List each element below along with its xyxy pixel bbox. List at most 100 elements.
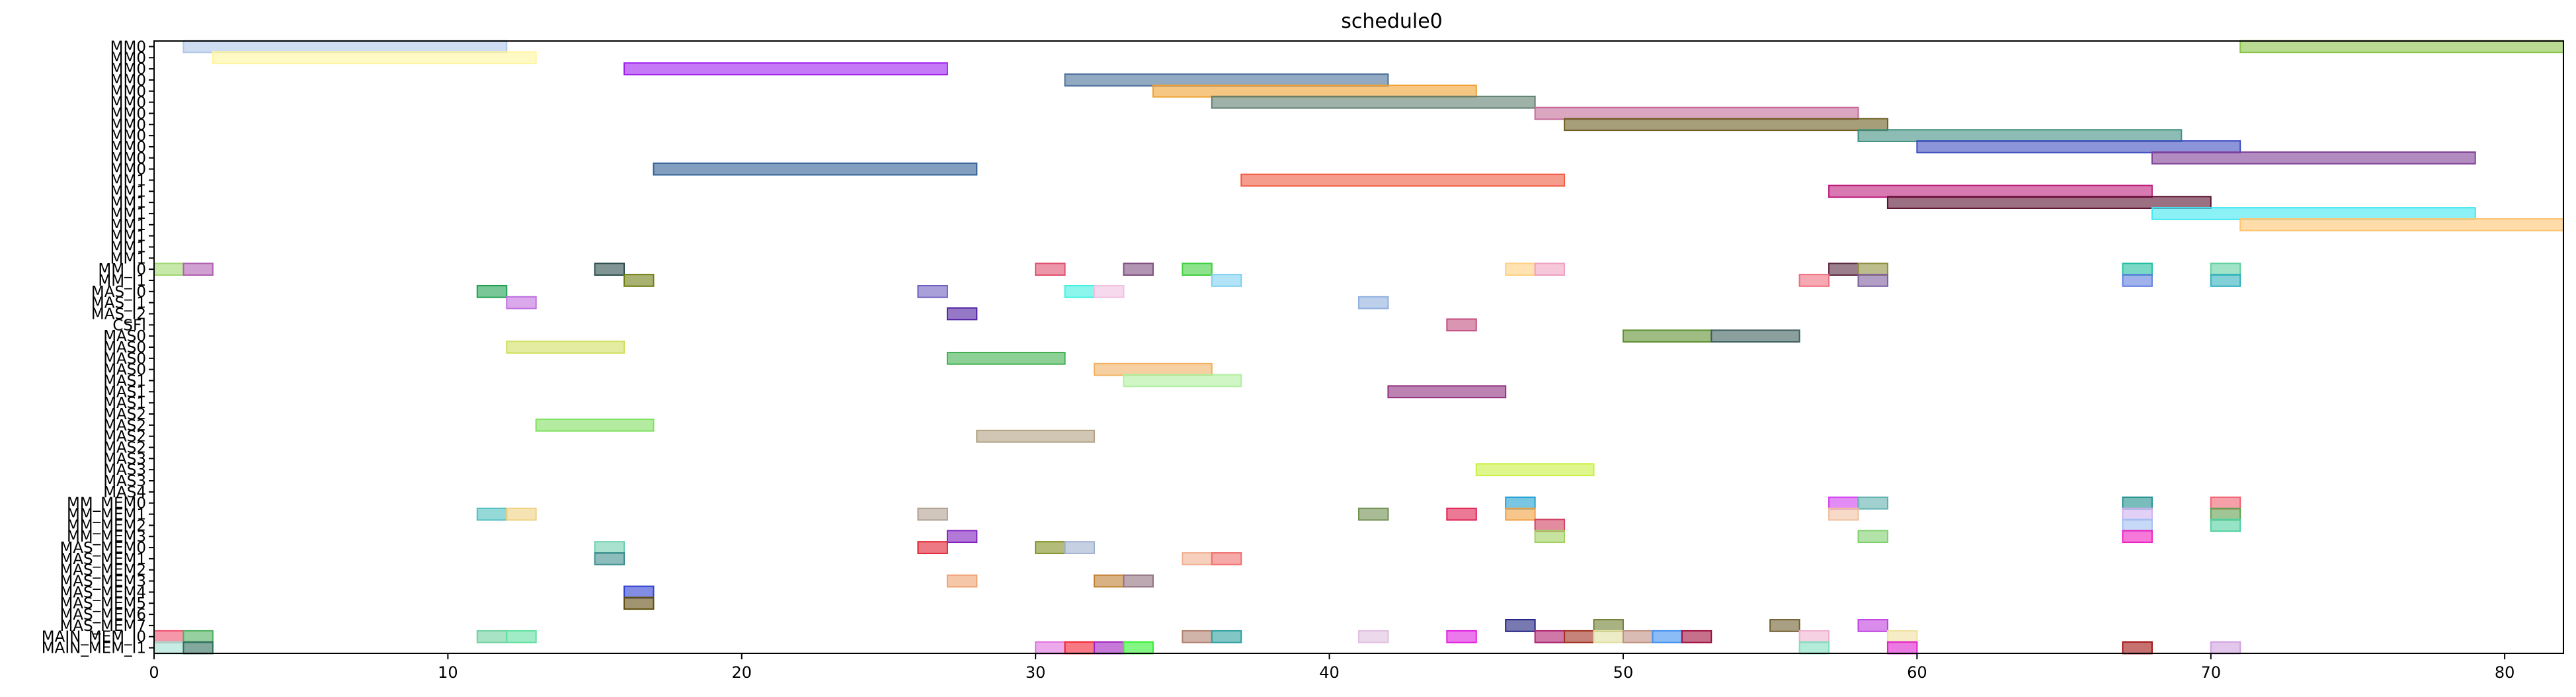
schedule-bar: [1182, 263, 1213, 276]
schedule-bar: [153, 630, 184, 643]
schedule-bar: [2239, 218, 2564, 231]
schedule-bar: [1094, 574, 1125, 588]
schedule-bar: [1240, 173, 1566, 187]
schedule-bar: [476, 630, 508, 643]
schedule-bar: [624, 585, 655, 599]
x-tick-label: 50: [1613, 663, 1634, 682]
y-tick-label: MM1: [110, 194, 146, 212]
schedule-bar: [1534, 263, 1566, 276]
schedule-bar: [1123, 263, 1154, 276]
schedule-bar: [946, 574, 978, 588]
schedule-bar: [1593, 619, 1624, 632]
schedule-bar: [1035, 263, 1066, 276]
y-tick-label: MM0: [110, 61, 146, 78]
y-tick-label: MAS2: [103, 429, 146, 446]
schedule-bar: [917, 507, 948, 521]
schedule-bar: [2151, 207, 2476, 220]
schedule-bar: [182, 263, 214, 276]
schedule-bar: [2210, 507, 2241, 521]
x-tick-label: 0: [149, 663, 159, 682]
y-tick-label: MM0: [110, 72, 146, 89]
schedule-bar: [624, 596, 655, 610]
schedule-bar: [1857, 274, 1888, 287]
schedule-bar: [946, 530, 978, 544]
schedule-bar: [2122, 518, 2153, 532]
schedule-bar: [1534, 630, 1566, 643]
schedule-bar: [1886, 196, 2212, 209]
x-tick-label: 20: [732, 663, 752, 682]
x-tick-label: 80: [2495, 663, 2515, 682]
y-tick-label: MAS4: [103, 484, 146, 501]
y-tick-label: MAS1: [103, 395, 146, 412]
y-tick-label: MAS0: [103, 350, 146, 368]
schedule-bar: [917, 541, 948, 554]
schedule-bar: [653, 162, 978, 176]
schedule-bar: [506, 507, 537, 521]
schedule-bar: [182, 630, 214, 643]
y-tick-label: MM1: [110, 250, 146, 267]
schedule-bar: [1593, 630, 1624, 643]
schedule-bar: [2210, 274, 2241, 287]
schedule-bar: [153, 263, 184, 276]
y-tick-label: MAS3: [103, 473, 146, 490]
schedule-bar: [1123, 374, 1242, 388]
schedule-bar: [1828, 496, 1859, 510]
schedule-bar: [2122, 274, 2153, 287]
y-tick-label: MM1: [110, 217, 146, 234]
schedule-bar: [2239, 40, 2564, 54]
schedule-bar: [1769, 619, 1800, 632]
schedule-bar: [2122, 263, 2153, 276]
schedule-bar: [917, 284, 948, 298]
schedule-bar: [1505, 496, 1536, 510]
schedule-bar: [1622, 329, 1712, 343]
y-tick-label: MM1: [110, 183, 146, 200]
x-axis: 0 10 20 30 40 50 60 70 80: [149, 653, 2515, 682]
schedule-bar: [1798, 641, 1830, 655]
schedule-bar: [1064, 73, 1389, 87]
schedule-bar: [1857, 496, 1888, 510]
schedule-bar: [976, 429, 1096, 443]
y-tick-label: MAS_I0: [91, 284, 146, 301]
y-tick-label: MM_MEM2: [67, 517, 146, 534]
schedule-bar: [506, 296, 537, 309]
x-tick-label: 10: [438, 663, 458, 682]
y-tick-label: MM_MEM0: [67, 495, 146, 512]
y-tick-label: MM1: [110, 172, 146, 189]
y-tick-label: MAS3: [103, 450, 146, 468]
schedule-bar: [1358, 630, 1389, 643]
schedule-bar: [1857, 530, 1888, 544]
schedule-bar: [1857, 129, 2183, 142]
schedule-bar: [1505, 263, 1536, 276]
y-tick-label: MAS2: [103, 440, 146, 457]
schedule-bar: [1446, 318, 1477, 332]
schedule-bar: [2210, 496, 2241, 510]
schedule-bar: [1534, 106, 1859, 120]
schedule-bar: [1211, 552, 1242, 565]
y-tick-label: MAS_MEM4: [60, 584, 146, 601]
schedule-bar: [1064, 284, 1096, 298]
schedule-bar: [182, 641, 214, 655]
schedule-bar: [535, 419, 655, 432]
y-tick-label: MM0: [110, 139, 146, 156]
y-tick-label: MAS3: [103, 462, 146, 479]
y-tick-label: CSFI: [112, 317, 146, 334]
schedule-bar: [1916, 140, 2241, 153]
y-tick-label: MM0: [110, 128, 146, 145]
y-tick-label: MAS_MEM2: [60, 562, 146, 579]
schedule-bar: [506, 341, 625, 354]
schedule-bar: [1622, 630, 1654, 643]
schedule-bar: [1211, 630, 1242, 643]
y-tick-label: MM_I0: [98, 261, 146, 278]
y-tick-label: MM1: [110, 239, 146, 256]
y-tick-label: MAS0: [103, 328, 146, 345]
y-tick-label: MM1: [110, 228, 146, 245]
schedule-bar: [1828, 507, 1859, 521]
schedule-bar: [1211, 95, 1536, 109]
bars-layer: [153, 40, 2564, 655]
schedule-bar: [594, 263, 625, 276]
schedule-bar: [2122, 641, 2153, 655]
schedule-bar: [2122, 496, 2153, 510]
y-tick-label: MM_MEM3: [67, 528, 146, 546]
y-tick-label: MAS_MEM0: [60, 540, 146, 557]
